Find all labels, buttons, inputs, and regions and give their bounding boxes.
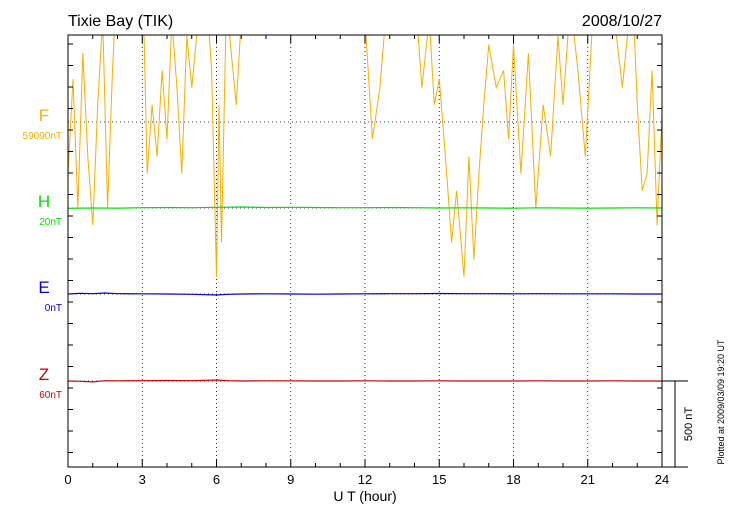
series-line-z: [68, 379, 662, 383]
x-tick-label: 18: [506, 472, 520, 487]
x-tick-label: 0: [64, 472, 71, 487]
legend-name-h: H: [38, 192, 50, 211]
x-axis-label: U T (hour): [333, 488, 396, 504]
x-tick-label: 3: [139, 472, 146, 487]
plotted-note: Plotted at 2009/03/09 19:20 UT: [716, 339, 726, 465]
series-line-f: [68, 35, 662, 277]
series-line-e: [68, 292, 662, 296]
x-tick-label: 24: [655, 472, 669, 487]
x-tick-label: 6: [213, 472, 220, 487]
x-tick-label: 9: [287, 472, 294, 487]
legend-baseline-z: 60nT: [39, 390, 62, 401]
legend-name-e: E: [38, 278, 49, 297]
legend-baseline-e: 0nT: [45, 303, 62, 314]
x-tick-label: 12: [358, 472, 372, 487]
date-label: 2008/10/27: [582, 13, 662, 30]
series-line-h: [68, 206, 662, 209]
series-layer: [68, 35, 662, 383]
legend-baseline-h: 20nT: [39, 217, 62, 228]
x-tick-label: 15: [432, 472, 446, 487]
plot-grid: [68, 35, 662, 467]
scale-bar-label: 500 nT: [683, 407, 695, 442]
series-legend: F 59090nT H 20nT E 0nT Z 60nT: [23, 106, 62, 401]
x-tick-labels: 0 3 6 9 12 15 18 21 24: [64, 472, 669, 487]
legend-name-z: Z: [39, 365, 49, 384]
scale-bar: 500 nT: [662, 380, 695, 468]
legend-name-f: F: [39, 106, 49, 125]
x-tick-label: 21: [581, 472, 595, 487]
axis-ticks: [67, 35, 663, 467]
legend-baseline-f: 59090nT: [23, 131, 62, 142]
station-title: Tixie Bay (TIK): [68, 13, 173, 30]
